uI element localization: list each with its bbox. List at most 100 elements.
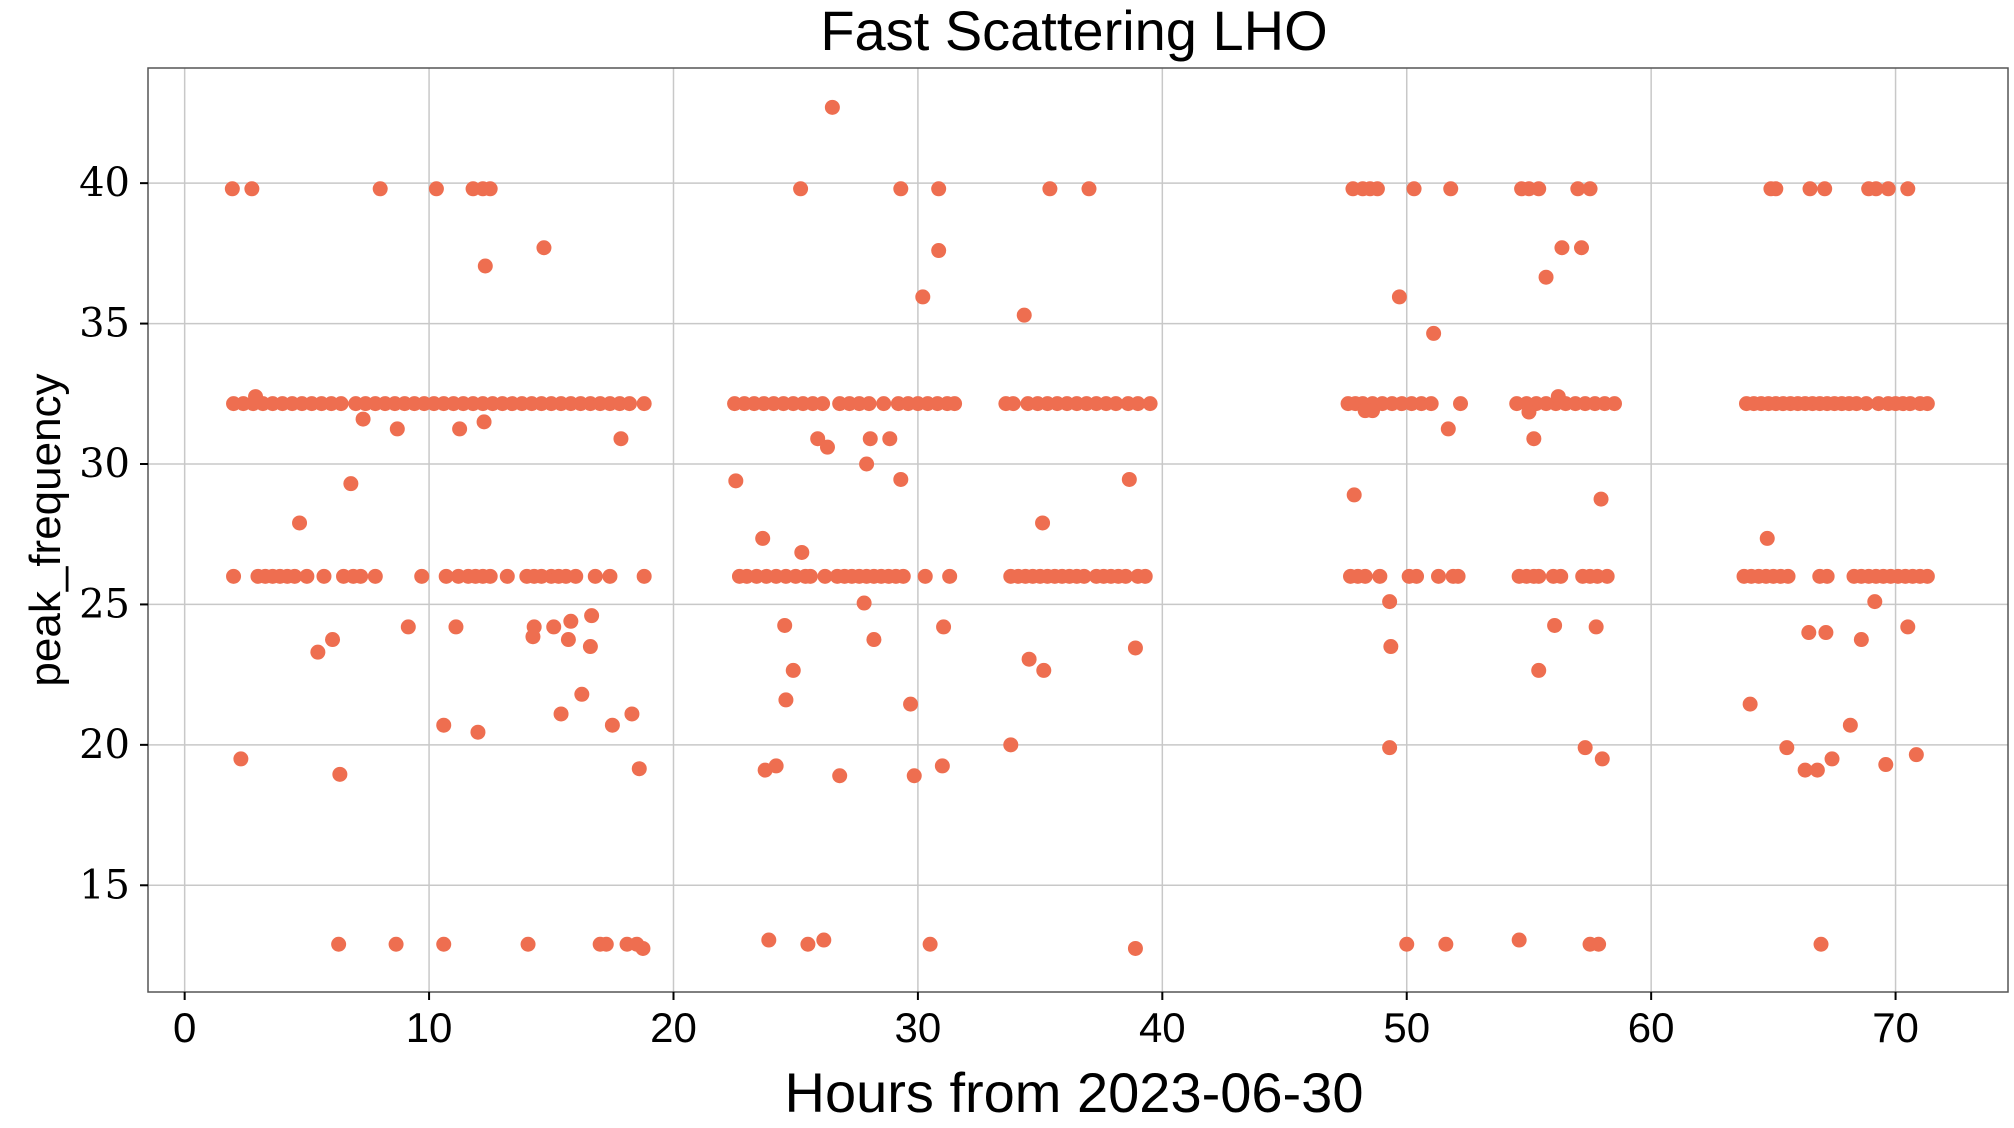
data-point [1797, 762, 1813, 778]
data-point [1003, 737, 1019, 753]
data-point [1076, 568, 1092, 584]
data-point [602, 568, 618, 584]
data-point [1399, 936, 1415, 952]
data-point [333, 396, 349, 412]
data-point [1409, 568, 1425, 584]
data-point [1553, 568, 1569, 584]
data-point [1842, 717, 1858, 733]
data-point [353, 568, 369, 584]
data-point [584, 608, 600, 624]
data-point [1880, 181, 1896, 197]
data-point [325, 632, 341, 648]
x-tick-label: 50 [1383, 1004, 1430, 1051]
x-tick-label: 40 [1139, 1004, 1186, 1051]
data-point [1431, 568, 1447, 584]
x-tick-label: 70 [1872, 1004, 1919, 1051]
grid [148, 68, 2008, 992]
data-point [1127, 940, 1143, 956]
x-tick-label: 20 [650, 1004, 697, 1051]
data-point [1021, 651, 1037, 667]
data-point [636, 568, 652, 584]
data-point [1817, 181, 1833, 197]
data-point [1819, 568, 1835, 584]
data-point [636, 396, 652, 412]
data-point [1759, 530, 1775, 546]
data-point [1868, 181, 1884, 197]
data-point [287, 568, 303, 584]
data-point [832, 768, 848, 784]
data-point [931, 181, 947, 197]
data-point [1588, 619, 1604, 635]
data-point [1878, 757, 1894, 773]
data-point [1853, 632, 1869, 648]
data-point [1768, 181, 1784, 197]
data-point [777, 617, 793, 633]
data-point [1521, 404, 1537, 420]
data-point [1346, 487, 1362, 503]
data-point [355, 411, 371, 427]
data-point [1382, 594, 1398, 610]
data-point [1108, 396, 1124, 412]
data-point [1919, 396, 1935, 412]
y-tick-label: 20 [79, 722, 130, 768]
data-point [893, 471, 909, 487]
data-point [1780, 568, 1796, 584]
data-point [802, 568, 818, 584]
data-point [482, 181, 498, 197]
data-point [1591, 936, 1607, 952]
data-point [1594, 751, 1610, 767]
data-point [477, 258, 493, 274]
data-point [1450, 568, 1466, 584]
data-point [1858, 396, 1874, 412]
data-point [499, 568, 515, 584]
data-point [1042, 181, 1058, 197]
data-point [1570, 181, 1586, 197]
data-point [755, 530, 771, 546]
data-point [1357, 568, 1373, 584]
data-point [1438, 936, 1454, 952]
y-tick-label: 40 [79, 160, 130, 206]
data-point [1036, 662, 1052, 678]
x-axis-label: Hours from 2023-06-30 [785, 1061, 1364, 1124]
data-point [1382, 740, 1398, 756]
data-point [1919, 568, 1935, 584]
data-point [631, 761, 647, 777]
data-point [1538, 269, 1554, 285]
data-point [316, 568, 332, 584]
x-tick-label: 10 [406, 1004, 453, 1051]
data-point [367, 568, 383, 584]
data-point [526, 619, 542, 635]
data-point [1511, 932, 1527, 948]
data-point [560, 632, 576, 648]
data-point [1531, 662, 1547, 678]
data-point [604, 717, 620, 733]
data-point [389, 421, 405, 437]
data-point [1779, 740, 1795, 756]
data-point [1577, 740, 1593, 756]
data-point [1809, 762, 1825, 778]
data-point [582, 639, 598, 655]
data-point [856, 595, 872, 611]
data-point [563, 613, 579, 629]
data-point [1550, 389, 1566, 405]
data-point [1802, 181, 1818, 197]
data-point [332, 766, 348, 782]
x-tick-label: 30 [895, 1004, 942, 1051]
data-point [1372, 568, 1388, 584]
data-point [635, 940, 651, 956]
data-point [1440, 421, 1456, 437]
data-point [248, 389, 264, 405]
data-point [1547, 617, 1563, 633]
y-tick-label: 25 [79, 581, 130, 627]
data-point [292, 515, 308, 531]
data-point [587, 568, 603, 584]
data-point [815, 396, 831, 412]
data-point [917, 568, 933, 584]
axis-ticks: 0 10 20 30 40 50 60 70 15 20 25 30 35 40 [79, 160, 1919, 1051]
data-point [1426, 325, 1442, 341]
data-point [866, 632, 882, 648]
y-tick-label: 35 [79, 301, 130, 347]
data-point [1383, 639, 1399, 655]
x-tick-label: 60 [1628, 1004, 1675, 1051]
